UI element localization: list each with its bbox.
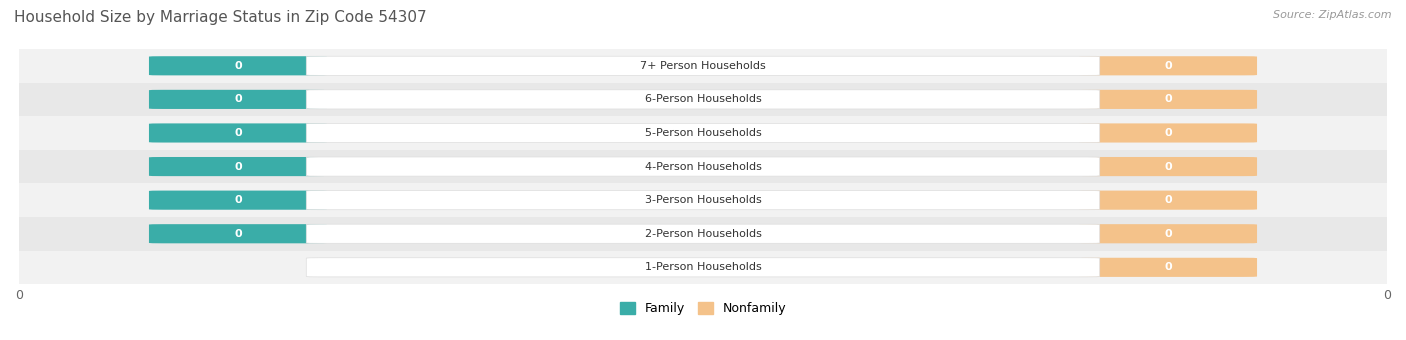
Text: 0: 0 xyxy=(233,229,242,239)
Text: 0: 0 xyxy=(233,195,242,205)
Text: 4-Person Households: 4-Person Households xyxy=(644,162,762,172)
FancyBboxPatch shape xyxy=(1080,191,1257,210)
Text: 7+ Person Households: 7+ Person Households xyxy=(640,61,766,71)
Text: 0: 0 xyxy=(233,95,242,104)
FancyBboxPatch shape xyxy=(149,224,326,243)
Text: 1-Person Households: 1-Person Households xyxy=(644,262,762,272)
Text: 0: 0 xyxy=(233,162,242,172)
Bar xyxy=(20,150,1386,183)
Text: 0: 0 xyxy=(1164,128,1173,138)
Text: 6-Person Households: 6-Person Households xyxy=(644,95,762,104)
Text: 0: 0 xyxy=(1164,95,1173,104)
FancyBboxPatch shape xyxy=(307,191,1099,210)
FancyBboxPatch shape xyxy=(307,123,1099,142)
FancyBboxPatch shape xyxy=(1080,56,1257,75)
FancyBboxPatch shape xyxy=(149,123,326,142)
Text: 0: 0 xyxy=(233,128,242,138)
Text: 0: 0 xyxy=(1164,262,1173,272)
Bar xyxy=(20,116,1386,150)
Text: 0: 0 xyxy=(1164,162,1173,172)
Text: 0: 0 xyxy=(233,61,242,71)
FancyBboxPatch shape xyxy=(1080,123,1257,142)
Legend: Family, Nonfamily: Family, Nonfamily xyxy=(614,297,792,320)
FancyBboxPatch shape xyxy=(149,191,326,210)
Text: Source: ZipAtlas.com: Source: ZipAtlas.com xyxy=(1274,10,1392,20)
Text: 3-Person Households: 3-Person Households xyxy=(644,195,762,205)
Text: Household Size by Marriage Status in Zip Code 54307: Household Size by Marriage Status in Zip… xyxy=(14,10,426,25)
FancyBboxPatch shape xyxy=(149,157,326,176)
FancyBboxPatch shape xyxy=(307,157,1099,176)
Text: 0: 0 xyxy=(1164,195,1173,205)
FancyBboxPatch shape xyxy=(307,258,1099,277)
FancyBboxPatch shape xyxy=(149,56,326,75)
FancyBboxPatch shape xyxy=(307,224,1099,243)
FancyBboxPatch shape xyxy=(1080,224,1257,243)
Bar xyxy=(20,183,1386,217)
FancyBboxPatch shape xyxy=(1080,258,1257,277)
Text: 5-Person Households: 5-Person Households xyxy=(644,128,762,138)
FancyBboxPatch shape xyxy=(1080,90,1257,109)
FancyBboxPatch shape xyxy=(1080,157,1257,176)
FancyBboxPatch shape xyxy=(307,90,1099,109)
Bar xyxy=(20,49,1386,83)
Text: 2-Person Households: 2-Person Households xyxy=(644,229,762,239)
Bar xyxy=(20,251,1386,284)
Text: 0: 0 xyxy=(1164,61,1173,71)
Bar xyxy=(20,83,1386,116)
FancyBboxPatch shape xyxy=(307,56,1099,75)
Text: 0: 0 xyxy=(1164,229,1173,239)
Bar xyxy=(20,217,1386,251)
FancyBboxPatch shape xyxy=(149,90,326,109)
